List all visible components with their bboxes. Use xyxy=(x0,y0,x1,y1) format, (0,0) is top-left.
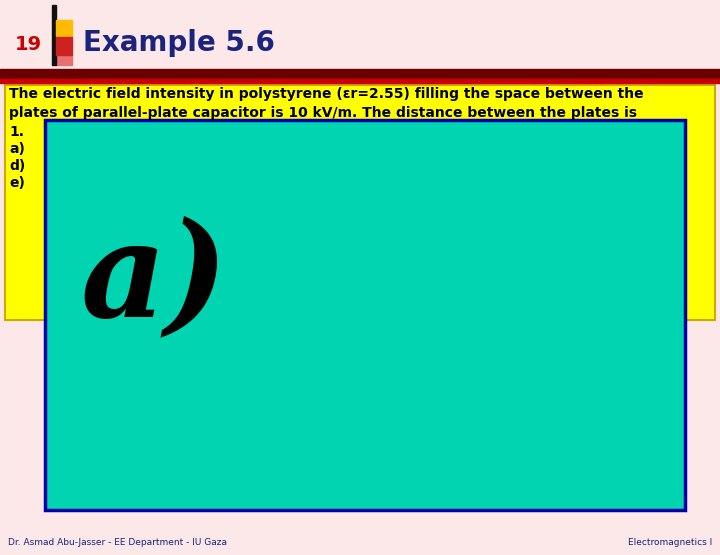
Text: Dr. Asmad Abu-Jasser - EE Department - IU Gaza: Dr. Asmad Abu-Jasser - EE Department - I… xyxy=(8,538,227,547)
Bar xyxy=(56,20,72,36)
Text: e): e) xyxy=(9,176,25,190)
Bar xyxy=(45,120,685,510)
Text: 19: 19 xyxy=(15,36,42,54)
Text: The electric field intensity in polystyrene (εr=2.55) filling the space between : The electric field intensity in polystyr… xyxy=(9,87,644,101)
Text: Example 5.6: Example 5.6 xyxy=(83,29,275,57)
Bar xyxy=(56,55,72,65)
Text: d): d) xyxy=(9,159,25,173)
Text: Electromagnetics I: Electromagnetics I xyxy=(628,538,712,547)
Bar xyxy=(5,85,715,320)
Bar xyxy=(0,79,720,83)
Bar xyxy=(52,5,55,65)
Text: a): a) xyxy=(9,142,25,156)
Bar xyxy=(0,69,720,78)
Text: 1.: 1. xyxy=(9,125,24,139)
Text: plates of parallel-plate capacitor is 10 kV/m. The distance between the plates i: plates of parallel-plate capacitor is 10… xyxy=(9,106,637,120)
Text: a): a) xyxy=(80,215,228,344)
Bar xyxy=(56,37,72,55)
